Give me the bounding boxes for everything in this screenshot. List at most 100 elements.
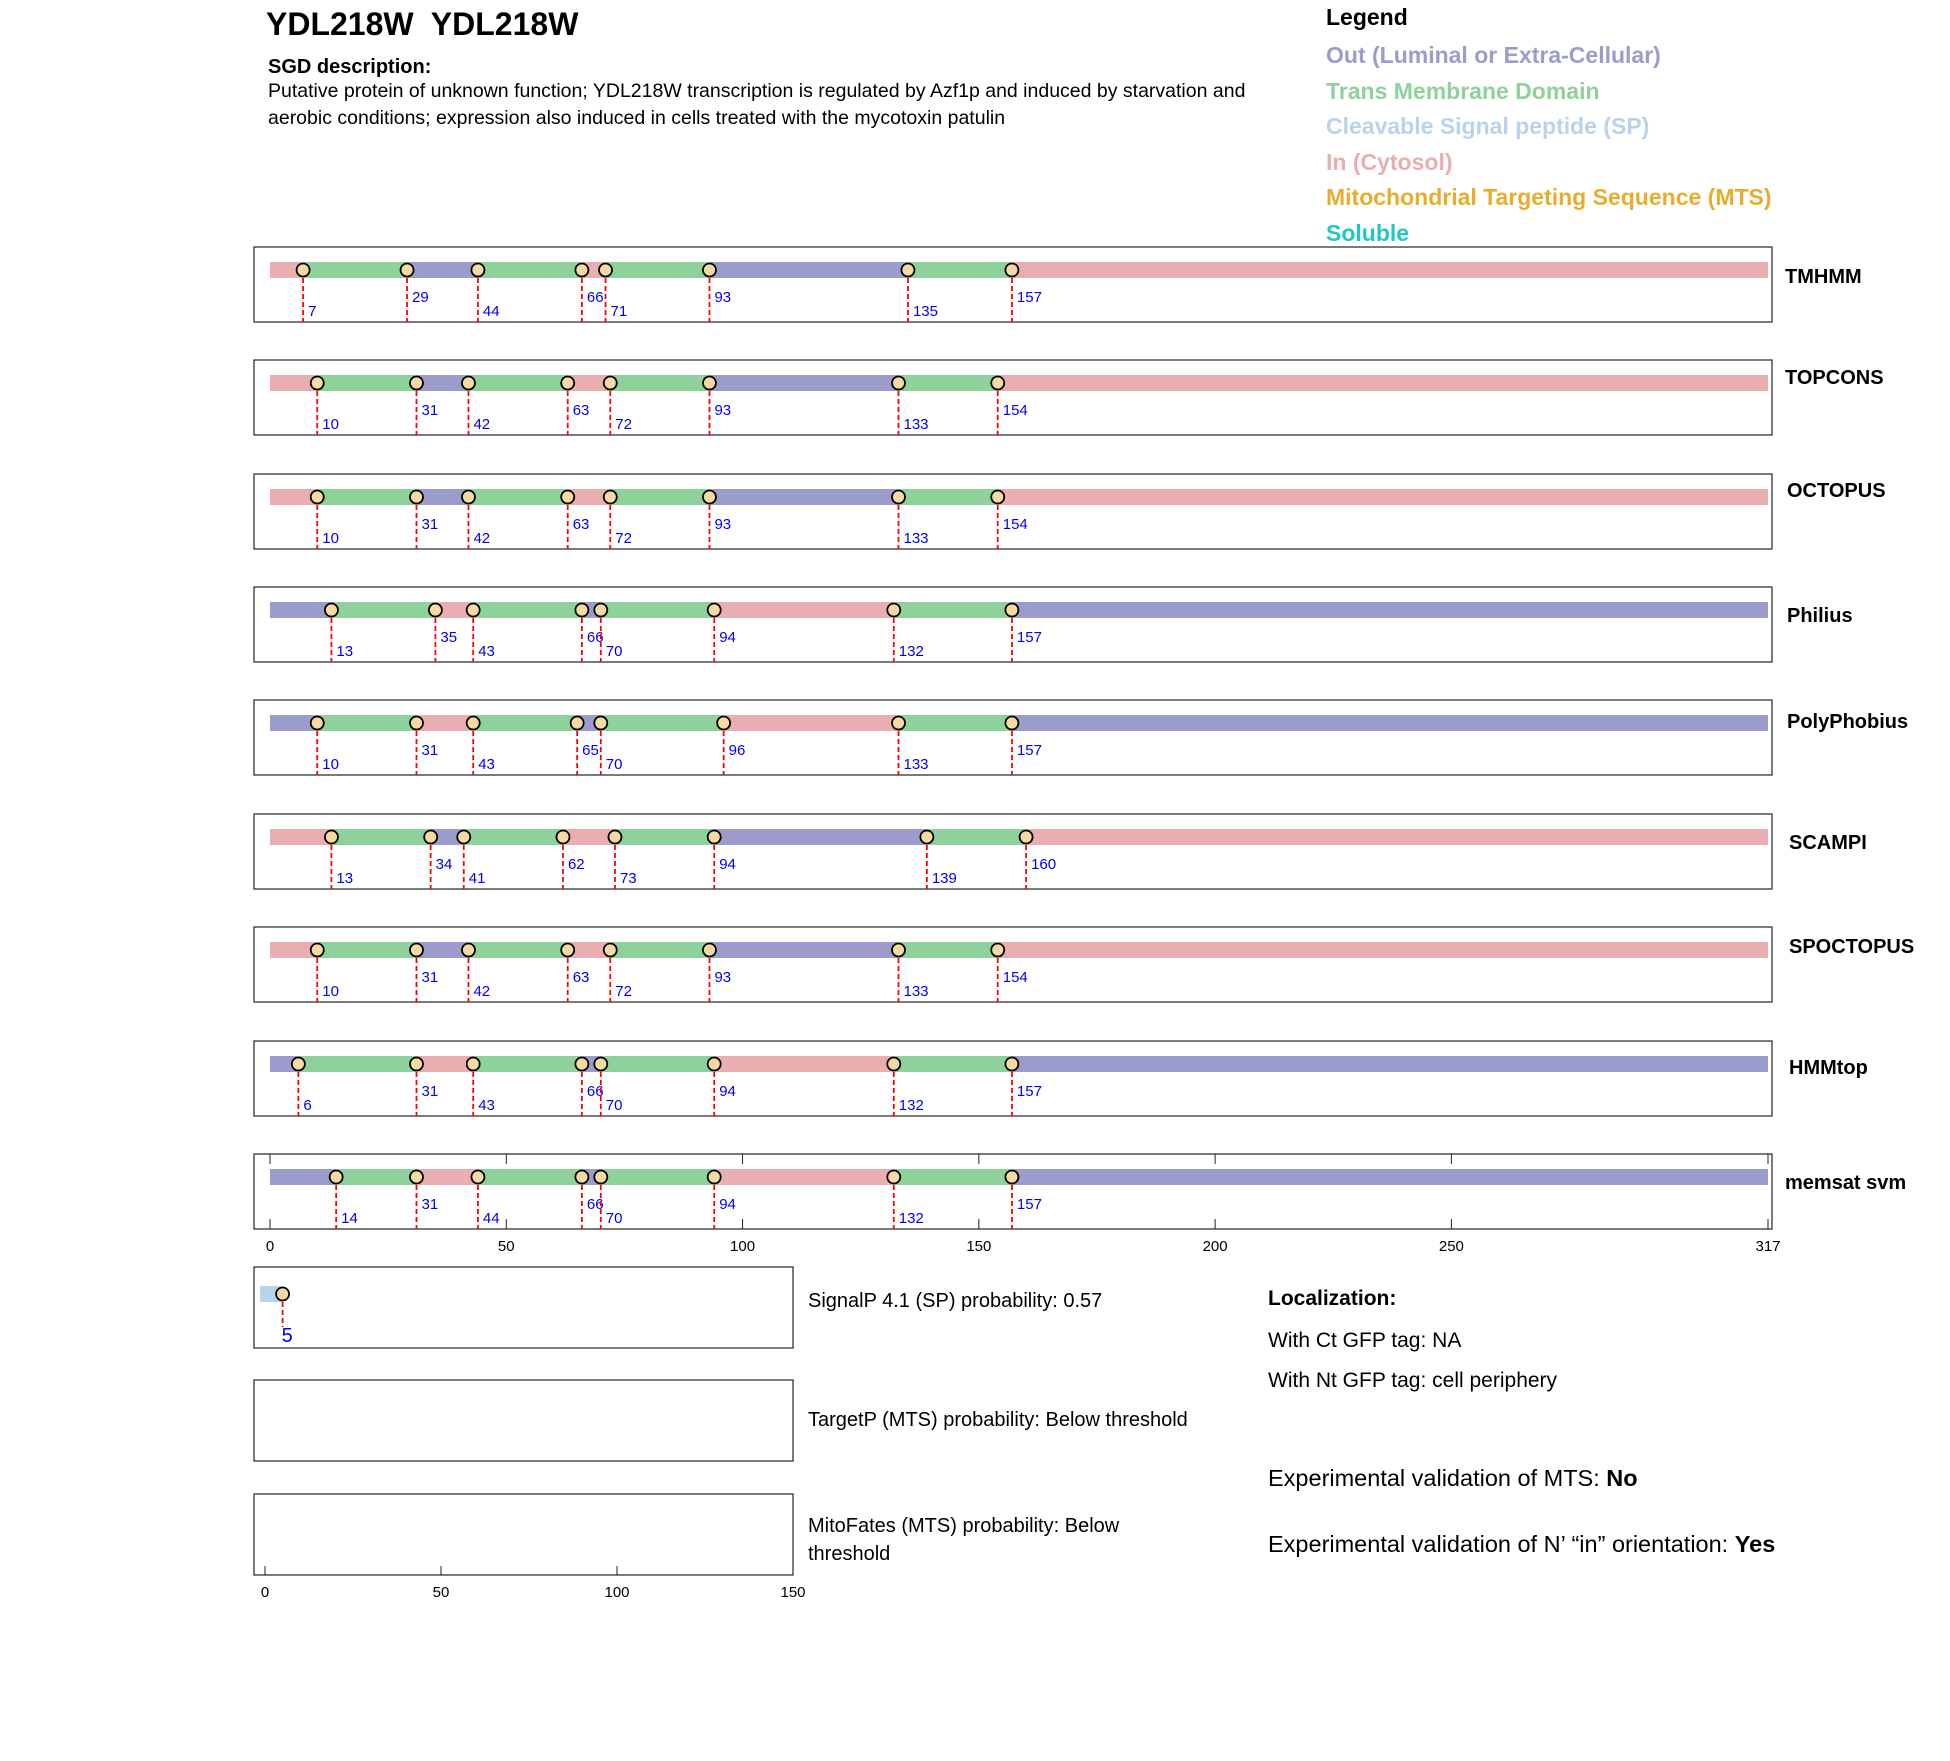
segment-out [407, 262, 478, 278]
boundary-label: 13 [336, 643, 353, 660]
boundary-label: 42 [473, 983, 490, 1000]
segment-tm [893, 1056, 1012, 1072]
boundary-label: 42 [473, 416, 490, 433]
validation-mts: Experimental validation of MTS: No [1268, 1465, 1638, 1492]
segment-in [270, 489, 318, 505]
track-name: Philius [1787, 605, 1853, 627]
track-spoctopus: 10 31 42 63 72 93 133 154 SPOCTOPUS [253, 926, 1914, 1003]
boundary-label: 93 [714, 969, 731, 986]
boundary-marker [560, 489, 576, 505]
boundary-label: 31 [421, 969, 438, 986]
boundary-marker [328, 1169, 344, 1185]
boundary-label: 94 [719, 629, 736, 646]
boundary-label: 6 [303, 1097, 311, 1114]
boundary-marker [706, 602, 722, 618]
boundary-label: 43 [478, 756, 495, 773]
segment-in [562, 829, 615, 845]
legend-item-sp: Cleavable Signal peptide (SP) [1326, 113, 1650, 139]
track-frame [253, 473, 1773, 550]
boundary-marker [465, 715, 481, 731]
segment-out [270, 1056, 299, 1072]
segment-tm [331, 602, 436, 618]
boundary-marker [560, 375, 576, 391]
boundary-label: 65 [582, 742, 599, 759]
segment-tm [477, 1169, 582, 1185]
boundary-label: 133 [903, 530, 928, 547]
segment-tm [600, 1056, 715, 1072]
boundary-marker [593, 602, 609, 618]
segment-in [567, 942, 611, 958]
segment-out [416, 942, 469, 958]
boundary-marker [574, 602, 590, 618]
boundary-marker [891, 942, 906, 958]
boundary-marker [309, 715, 325, 731]
segment-in [270, 375, 318, 391]
boundary-marker [409, 1169, 424, 1185]
segment-in [714, 1056, 894, 1072]
boundary-label: 63 [573, 402, 590, 419]
segment-out [709, 942, 899, 958]
segment-tm [468, 942, 568, 958]
boundary-label: 157 [1017, 289, 1042, 306]
track-topcons: 10 31 42 63 72 93 133 154 TOPCONS [253, 359, 1884, 436]
track-frame [253, 246, 1773, 323]
boundary-marker [702, 262, 717, 278]
track-frame [253, 926, 1773, 1003]
legend-item-soluble: Soluble [1326, 219, 1410, 246]
boundary-marker [919, 829, 935, 845]
boundary-label: 135 [913, 303, 938, 320]
boundary-marker [1004, 262, 1020, 278]
boundary-marker [409, 715, 424, 731]
axis-tick-label: 100 [730, 1238, 755, 1255]
axis-tick-label: 0 [266, 1238, 274, 1255]
segment-in [997, 942, 1768, 958]
targetp-probability: TargetP (MTS) probability: Below thresho… [808, 1409, 1188, 1431]
boundary-marker [891, 489, 906, 505]
boundary-label: 93 [714, 516, 731, 533]
signal-track-mitofates [253, 1493, 794, 1576]
boundary-marker [461, 489, 476, 505]
segment-tm [605, 262, 710, 278]
boundary-marker [598, 262, 613, 278]
boundary-label: 10 [322, 530, 339, 547]
track-name: PolyPhobius [1787, 711, 1908, 733]
boundary-marker [1004, 602, 1020, 618]
boundary-marker [574, 262, 590, 278]
track-frame [253, 586, 1773, 663]
segment-out [709, 489, 899, 505]
boundary-marker [569, 715, 585, 731]
boundary-marker [324, 602, 339, 618]
axis-tick-label: 100 [604, 1584, 629, 1601]
page-title: YDL218W YDL218W [266, 6, 579, 42]
boundary-label: 72 [615, 983, 632, 1000]
boundary-marker [275, 1286, 291, 1302]
axis-tick-label: 150 [966, 1238, 991, 1255]
legend-item-tm: Trans Membrane Domain [1326, 77, 1600, 104]
segment-in [567, 489, 611, 505]
legend-title: Legend [1326, 4, 1408, 30]
segment-in [270, 829, 332, 845]
boundary-label: 10 [322, 983, 339, 1000]
segment-tm [336, 1169, 417, 1185]
boundary-label: 35 [440, 629, 457, 646]
signal-track-targetp [253, 1379, 794, 1462]
boundary-label: 44 [483, 1210, 500, 1227]
segment-tm [477, 262, 582, 278]
track-name: OCTOPUS [1787, 480, 1886, 502]
boundary-marker [602, 489, 618, 505]
segment-tm [473, 715, 578, 731]
legend-item-out: Out (Luminal or Extra-Cellular) [1326, 42, 1661, 68]
segment-out [270, 715, 318, 731]
segment-tm [331, 829, 431, 845]
segment-tm [600, 602, 715, 618]
boundary-label: 94 [719, 1196, 736, 1213]
segment-out [709, 262, 908, 278]
segment-tm [898, 942, 998, 958]
segment-tm [473, 602, 582, 618]
boundary-label: 70 [606, 643, 623, 660]
boundary-label: 139 [932, 870, 957, 887]
segment-tm [600, 715, 724, 731]
track-frame [253, 1153, 1773, 1230]
boundary-label: 72 [615, 416, 632, 433]
